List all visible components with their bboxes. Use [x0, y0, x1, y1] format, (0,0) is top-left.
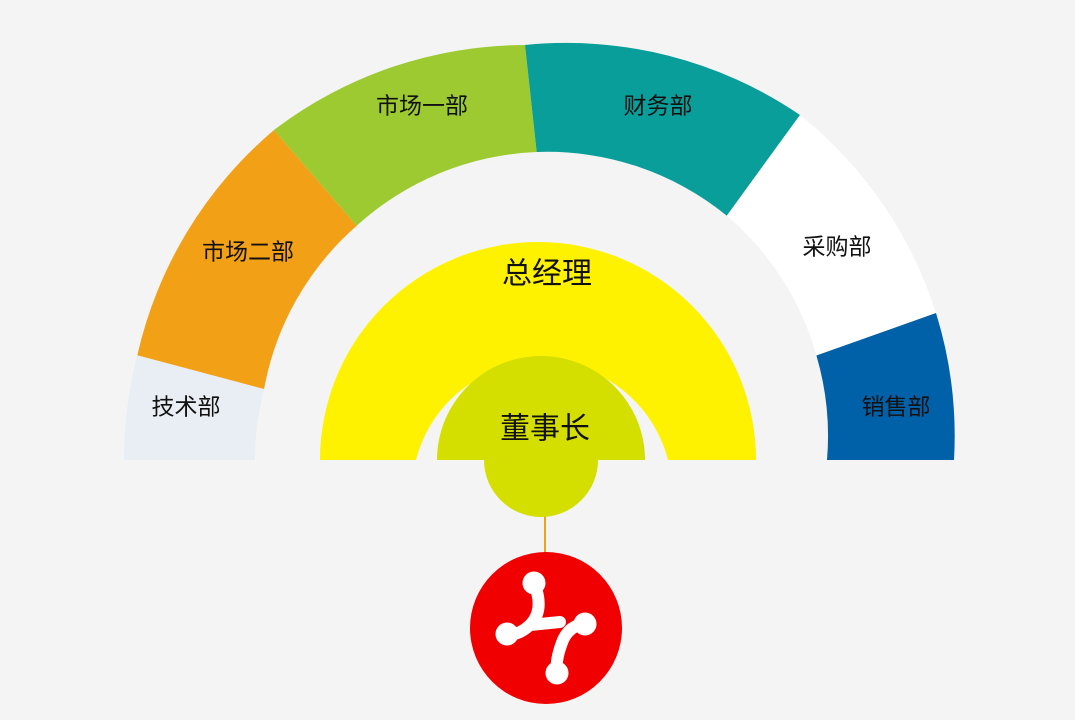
chairman-half-disc	[437, 356, 645, 460]
label-market-1-dept: 市场一部	[376, 94, 468, 120]
label-finance-dept: 财务部	[624, 94, 693, 120]
segment-market-2-dept	[137, 130, 357, 389]
department-labels: 技术部 市场二部 市场一部 财务部 采购部 销售部	[152, 94, 931, 421]
segment-tech-dept	[123, 355, 265, 460]
chairman-node: 董事长	[437, 356, 645, 517]
label-market-2-dept: 市场二部	[202, 240, 294, 266]
label-tech-dept: 技术部	[152, 395, 221, 421]
department-ring	[123, 42, 955, 460]
general-manager-label: 总经理	[502, 257, 592, 292]
segment-purchasing-dept	[726, 115, 936, 356]
segment-sales-dept	[816, 313, 955, 460]
segment-market-1-dept	[274, 45, 537, 226]
brand-logo	[470, 552, 622, 704]
chairman-lower-lobe	[484, 460, 598, 517]
label-purchasing-dept: 采购部	[803, 235, 872, 261]
logo-glyph-icon	[495, 571, 597, 685]
chairman-label: 董事长	[500, 412, 590, 447]
general-manager-arch	[320, 242, 756, 460]
segment-finance-dept	[525, 42, 800, 216]
label-sales-dept: 销售部	[862, 395, 931, 421]
